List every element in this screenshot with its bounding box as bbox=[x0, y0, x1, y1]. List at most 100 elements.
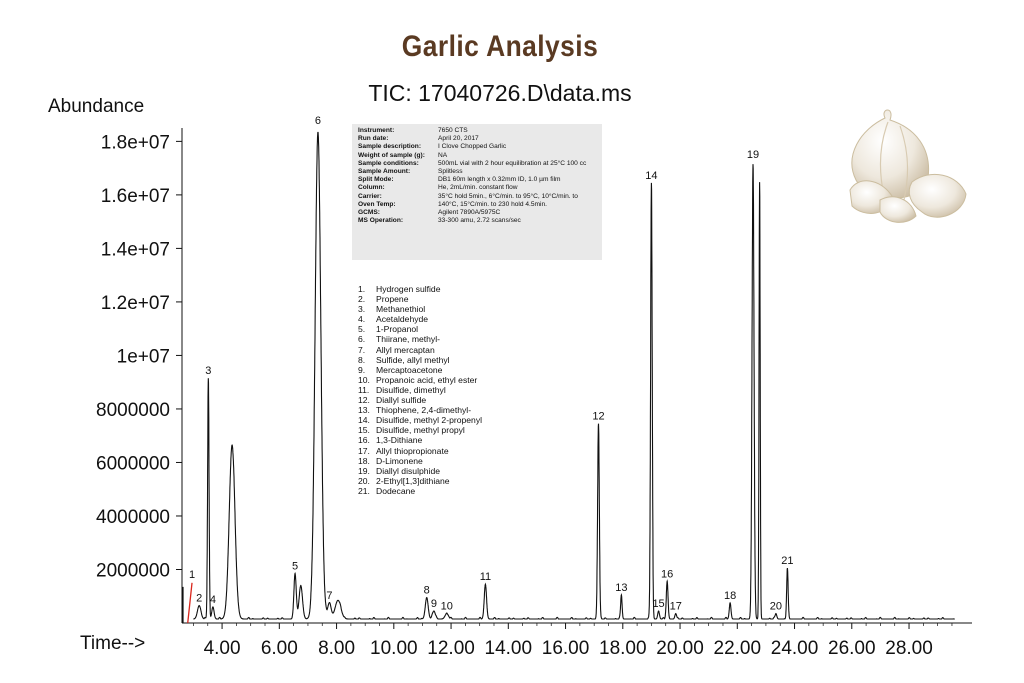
legend-item: 1. Hydrogen sulfide bbox=[358, 284, 482, 294]
info-row: GCMS: Agilent 7890A/5975C bbox=[358, 209, 596, 217]
legend-number: 12. bbox=[358, 395, 370, 406]
info-row: Weight of sample (g): NA bbox=[358, 152, 596, 160]
info-row: Sample conditions: 500mL vial with 2 hour… bbox=[358, 160, 596, 168]
legend-compound: Propanoic acid, ethyl ester bbox=[376, 374, 478, 385]
legend-item: 4. Acetaldehyde bbox=[358, 314, 482, 324]
peak-label: 7 bbox=[326, 590, 332, 602]
peak-label: 1 bbox=[189, 569, 195, 581]
info-row: Split Mode: DB1 60m length x 0.32mm ID, 1… bbox=[358, 176, 596, 184]
instrument-info-box: Instrument: 7650 CTS Run date: April 20, 20… bbox=[352, 124, 602, 260]
legend-item: 13. Thiophene, 2,4-dimethyl- bbox=[358, 405, 482, 415]
info-key: Weight of sample (g): bbox=[358, 151, 425, 159]
info-key: Oven Temp: bbox=[358, 200, 396, 208]
info-value: He, 2mL/min. constant flow bbox=[438, 184, 518, 192]
peak-label: 13 bbox=[615, 582, 627, 594]
legend-number: 19. bbox=[358, 465, 370, 476]
x-tick-label: 20.00 bbox=[656, 638, 704, 659]
legend-compound: Disulfide, dimethyl bbox=[376, 384, 446, 395]
info-value: 500mL vial with 2 hour equilibration at … bbox=[438, 159, 587, 167]
legend-number: 2. bbox=[358, 294, 366, 305]
info-value: 7650 CTS bbox=[438, 127, 468, 134]
info-value: April 20, 2017 bbox=[438, 135, 479, 143]
legend-number: 17. bbox=[358, 445, 370, 456]
peak-label: 6 bbox=[315, 115, 321, 127]
garlic-bulb-photo bbox=[849, 109, 967, 223]
peak-label: 15 bbox=[652, 598, 664, 610]
legend-item: 5. 1-Propanol bbox=[358, 324, 482, 334]
y-tick-label: 6000000 bbox=[96, 453, 170, 474]
info-row: Column: He, 2mL/min. constant flow bbox=[358, 184, 596, 192]
legend-compound: Thiirane, methyl- bbox=[376, 334, 440, 345]
info-value: 33-300 amu, 2.72 scans/sec bbox=[438, 217, 521, 225]
legend-compound: Disulfide, methyl 2-propenyl bbox=[376, 415, 483, 426]
x-tick-label: 8.00 bbox=[318, 638, 355, 659]
compound-legend: 1. Hydrogen sulfide 2. Propene 3. Methanethio… bbox=[358, 284, 482, 496]
legend-item: 16. 1,3-Dithiane bbox=[358, 435, 482, 445]
info-key: Run date: bbox=[358, 135, 389, 143]
legend-item: 19. Diallyl disulphide bbox=[358, 466, 482, 476]
peak-label: 3 bbox=[205, 365, 211, 377]
legend-compound: Propene bbox=[376, 294, 409, 305]
info-row: MS Operation: 33-300 amu, 2.72 scans/sec bbox=[358, 217, 596, 225]
legend-compound: D-Limonene bbox=[376, 455, 423, 466]
info-row: Oven Temp: 140°C, 15°C/min. to 230 hold 4… bbox=[358, 201, 596, 209]
legend-item: 8. Sulfide, allyl methyl bbox=[358, 355, 482, 365]
x-tick-label: 28.00 bbox=[885, 638, 933, 659]
peak-label: 16 bbox=[661, 569, 673, 581]
legend-compound: Diallyl sulfide bbox=[376, 395, 427, 406]
legend-compound: Disulfide, methyl propyl bbox=[376, 425, 465, 436]
peak-label: 19 bbox=[747, 149, 759, 161]
legend-compound: 1-Propanol bbox=[376, 324, 419, 335]
x-tick-label: 12.00 bbox=[427, 638, 475, 659]
legend-number: 15. bbox=[358, 425, 370, 436]
info-row: Instrument: 7650 CTS bbox=[358, 127, 596, 135]
legend-item: 18. D-Limonene bbox=[358, 456, 482, 466]
legend-item: 9. Mercaptoacetone bbox=[358, 365, 482, 375]
legend-compound: Thiophene, 2,4-dimethyl- bbox=[376, 405, 472, 416]
info-key: Carrier: bbox=[358, 192, 382, 200]
peak-label: 4 bbox=[210, 594, 216, 606]
legend-compound: Mercaptoacetone bbox=[376, 364, 443, 375]
legend-number: 11. bbox=[358, 384, 370, 395]
legend-number: 18. bbox=[358, 455, 370, 466]
y-tick-label: 1.2e+07 bbox=[101, 293, 170, 314]
legend-compound: Sulfide, allyl methyl bbox=[376, 354, 450, 365]
legend-number: 3. bbox=[358, 304, 366, 315]
legend-item: 2. Propene bbox=[358, 294, 482, 304]
y-tick-label: 1.8e+07 bbox=[101, 132, 170, 153]
peak-label: 14 bbox=[645, 170, 657, 182]
info-key: Column: bbox=[358, 184, 385, 192]
info-key: Sample conditions: bbox=[358, 159, 419, 167]
legend-number: 4. bbox=[358, 314, 366, 325]
info-value: 140°C, 15°C/min. to 230 hold 4.5min. bbox=[438, 200, 548, 208]
y-tick-label: 8000000 bbox=[96, 400, 170, 421]
peak-label: 9 bbox=[431, 598, 437, 610]
info-key: MS Operation: bbox=[358, 217, 404, 225]
legend-number: 6. bbox=[358, 334, 366, 345]
info-key: Split Mode: bbox=[358, 176, 394, 184]
x-tick-label: 22.00 bbox=[714, 638, 762, 659]
x-tick-label: 6.00 bbox=[261, 638, 298, 659]
legend-number: 13. bbox=[358, 405, 370, 416]
x-tick-label: 26.00 bbox=[828, 638, 876, 659]
info-row: Sample Amount: Splitless bbox=[358, 168, 596, 176]
x-tick-label: 16.00 bbox=[542, 638, 590, 659]
legend-number: 14. bbox=[358, 415, 370, 426]
info-key: Instrument: bbox=[358, 127, 395, 134]
chart-title: Garlic Analysis bbox=[401, 30, 599, 63]
legend-compound: 1,3-Dithiane bbox=[376, 435, 423, 446]
peak-label: 12 bbox=[592, 411, 604, 423]
legend-number: 21. bbox=[358, 485, 370, 496]
x-axis-label: Time--> bbox=[80, 633, 146, 654]
info-value: DB1 60m length x 0.32mm ID, 1.0 µm film bbox=[438, 176, 561, 184]
info-value: 35°C hold 5min., 6°C/min. to 95°C, 10°C/… bbox=[438, 192, 578, 200]
legend-item: 21. Dodecane bbox=[358, 486, 482, 496]
peak-label: 2 bbox=[196, 593, 202, 605]
legend-item: 6. Thiirane, methyl- bbox=[358, 334, 482, 344]
x-tick-label: 24.00 bbox=[771, 638, 819, 659]
legend-item: 15. Disulfide, methyl propyl bbox=[358, 425, 482, 435]
legend-compound: Acetaldehyde bbox=[376, 314, 429, 325]
info-row: Carrier: 35°C hold 5min., 6°C/min. to 95°… bbox=[358, 193, 596, 201]
y-tick-label: 1e+07 bbox=[117, 346, 170, 367]
